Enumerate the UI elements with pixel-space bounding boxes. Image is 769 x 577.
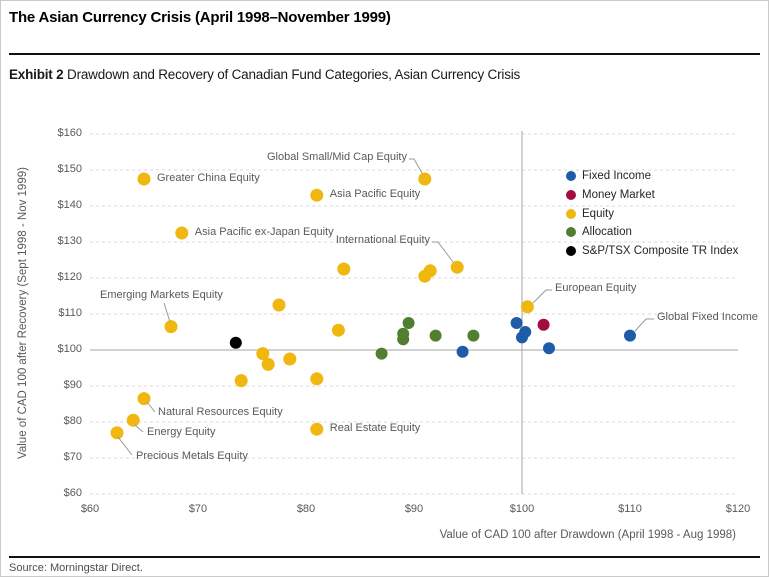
point-label-international: International Equity bbox=[335, 234, 430, 246]
header-divider bbox=[9, 53, 760, 55]
legend-item-label: Allocation bbox=[582, 226, 632, 239]
point-label-energy: Energy Equity bbox=[147, 426, 216, 438]
data-point-global-small-mid bbox=[418, 172, 432, 186]
point-label-greater-china: Greater China Equity bbox=[157, 172, 260, 184]
legend-item: Equity bbox=[566, 204, 738, 223]
y-tick-label: $140 bbox=[57, 199, 82, 211]
y-tick-label: $90 bbox=[63, 379, 82, 391]
legend-item-label: Equity bbox=[582, 207, 614, 220]
legend-item-label: Money Market bbox=[582, 189, 655, 202]
y-tick-label: $60 bbox=[63, 487, 82, 499]
y-tick-label: $110 bbox=[58, 307, 82, 319]
legend-item: Fixed Income bbox=[566, 167, 738, 186]
footer-divider bbox=[9, 556, 760, 558]
data-point-equity bbox=[234, 374, 248, 388]
data-point-equity bbox=[423, 264, 437, 278]
y-tick-label: $80 bbox=[63, 415, 82, 427]
data-point-allocation bbox=[375, 347, 388, 360]
data-point-precious-metals bbox=[110, 426, 124, 440]
point-label-asia-pacific: Asia Pacific Equity bbox=[329, 188, 421, 201]
data-point-equity bbox=[337, 262, 351, 276]
point-label-asia-pacific-ex-japan: Asia Pacific ex-Japan Equity bbox=[194, 226, 334, 238]
data-point-equity bbox=[256, 347, 270, 361]
page-title: The Asian Currency Crisis (April 1998–No… bbox=[9, 9, 391, 26]
data-point-fixed-income bbox=[543, 342, 555, 355]
data-point-equity bbox=[331, 323, 345, 337]
data-point-equity bbox=[272, 298, 286, 312]
leader-line-emerging-markets bbox=[163, 302, 171, 323]
x-tick-label: $120 bbox=[725, 503, 751, 515]
point-label-precious-metals: Precious Metals Equity bbox=[136, 450, 248, 462]
legend-item: S&P/TSX Composite TR Index bbox=[566, 242, 738, 261]
x-tick-label: $80 bbox=[296, 503, 316, 515]
point-label-natural-resources: Natural Resources Equity bbox=[158, 406, 283, 418]
data-point-allocation bbox=[397, 333, 410, 346]
data-point-european bbox=[520, 300, 534, 314]
y-axis-title: Value of CAD 100 after Recovery (Sept 19… bbox=[17, 167, 29, 459]
point-label-real-estate: Real Estate Equity bbox=[329, 422, 421, 435]
point-label-european: European Equity bbox=[555, 282, 637, 294]
exhibit-title: Drawdown and Recovery of Canadian Fund C… bbox=[67, 67, 521, 82]
x-tick-label: $60 bbox=[80, 503, 100, 515]
data-point-money-market bbox=[537, 318, 550, 331]
legend-item-label: Fixed Income bbox=[582, 170, 652, 183]
exhibit-number: Exhibit 2 bbox=[9, 67, 64, 82]
data-point-greater-china bbox=[137, 172, 151, 186]
data-point-fixed-income bbox=[456, 345, 469, 358]
legend-item-label: S&P/TSX Composite TR Index bbox=[582, 245, 739, 258]
legend-item: Money Market bbox=[566, 186, 738, 205]
data-point-equity bbox=[261, 357, 275, 371]
data-point-allocation bbox=[402, 317, 415, 329]
x-tick-label: $70 bbox=[188, 503, 208, 515]
x-tick-label: $110 bbox=[618, 503, 642, 515]
data-point-asia-pacific-ex-japan bbox=[175, 226, 189, 240]
y-tick-label: $70 bbox=[63, 451, 82, 463]
x-tick-label: $100 bbox=[509, 503, 535, 515]
point-label-global-small-mid: Global Small/Mid Cap Equity bbox=[266, 151, 407, 163]
data-point-asia-pacific bbox=[310, 188, 324, 202]
legend-dot-icon bbox=[566, 171, 576, 182]
leader-line-natural-resources bbox=[146, 401, 156, 413]
point-label-global-fixed-income: Global Fixed Income bbox=[657, 311, 758, 323]
leader-line-precious-metals bbox=[117, 436, 133, 456]
data-point-international bbox=[450, 260, 464, 274]
data-point-global-fixed-income bbox=[624, 329, 636, 342]
legend-dot-icon bbox=[566, 190, 576, 201]
point-label-emerging-markets: Emerging Markets Equity bbox=[100, 289, 223, 301]
y-tick-label: $100 bbox=[57, 343, 82, 355]
legend-dot-icon bbox=[566, 208, 576, 219]
data-point-real-estate bbox=[310, 422, 324, 436]
legend-item: Allocation bbox=[566, 223, 738, 242]
leader-line-energy bbox=[134, 424, 144, 433]
legend-dot-icon bbox=[566, 227, 576, 238]
x-tick-label: $90 bbox=[404, 503, 424, 515]
source-note: Source: Morningstar Direct. bbox=[9, 562, 143, 574]
data-point-fixed-income bbox=[516, 331, 528, 344]
y-tick-label: $150 bbox=[57, 163, 82, 175]
data-point-energy bbox=[126, 413, 140, 427]
y-tick-label: $130 bbox=[57, 235, 82, 247]
leader-line-international bbox=[432, 241, 454, 263]
y-tick-label: $160 bbox=[57, 127, 82, 139]
leader-line-global-small-mid bbox=[409, 158, 423, 174]
x-axis-title: Value of CAD 100 after Drawdown (April 1… bbox=[439, 529, 736, 541]
legend-dot-icon bbox=[566, 246, 576, 257]
data-point-allocation bbox=[467, 329, 480, 342]
data-point-s-p-tsx-composite-tr-index bbox=[229, 336, 242, 349]
y-tick-label: $120 bbox=[57, 271, 82, 283]
legend: Fixed Income Money Market Equity Allocation… bbox=[566, 167, 738, 260]
leader-line-european bbox=[532, 289, 552, 304]
data-point-equity bbox=[310, 372, 324, 386]
leader-line-global-fixed-income bbox=[634, 318, 654, 332]
data-point-equity bbox=[283, 352, 297, 366]
data-point-allocation bbox=[429, 329, 442, 342]
data-point-emerging-markets bbox=[164, 320, 178, 334]
exhibit-caption: Exhibit 2 Drawdown and Recovery of Canad… bbox=[9, 67, 520, 82]
data-point-fixed-income bbox=[510, 317, 523, 329]
